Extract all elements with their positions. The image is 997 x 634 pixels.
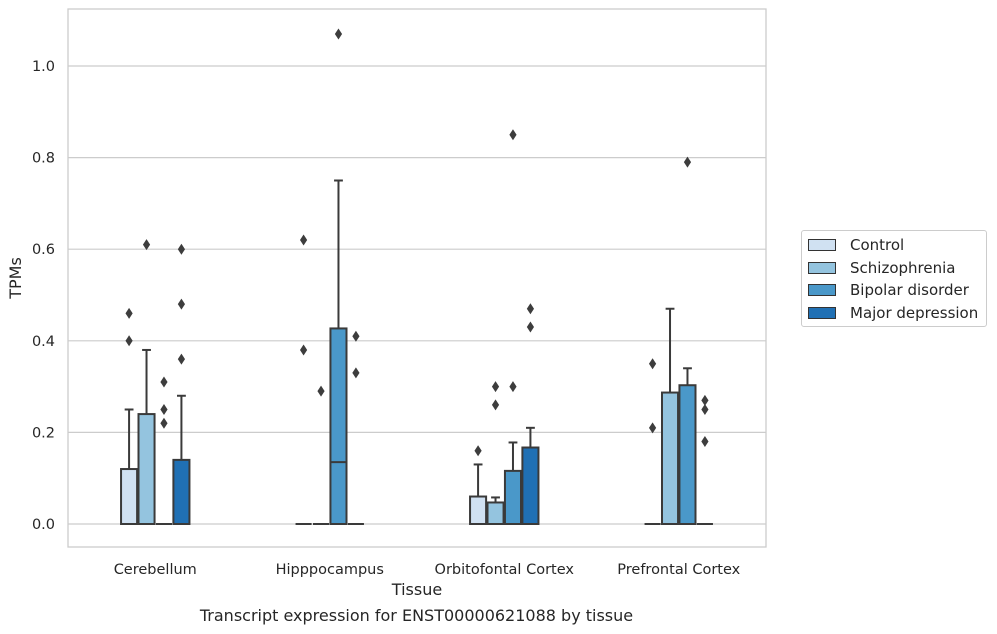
legend-label-bipolar-disorder: Bipolar disorder [850, 281, 969, 299]
outlier-point [509, 381, 517, 393]
box [503, 469, 523, 526]
legend-label-schizophrenia: Schizophrenia [850, 258, 956, 277]
box [120, 468, 139, 526]
outlier-point [474, 445, 482, 457]
outlier-point [648, 422, 657, 434]
outlier-point [177, 353, 186, 365]
box-schizophrenia [312, 385, 330, 525]
legend-item-schizophrenia: Schizophrenia [808, 258, 955, 278]
box-schizophrenia [137, 239, 156, 525]
legend-swatch-control [808, 239, 836, 251]
box-control [644, 358, 661, 525]
outlier-point [526, 303, 535, 315]
legend-item-control: Control [808, 235, 904, 255]
outlier-point [352, 367, 360, 379]
y-tick-label: 0.4 [32, 334, 55, 350]
outlier-point [509, 129, 517, 141]
box-bipolar-disorder [155, 376, 173, 525]
outlier-point [177, 243, 186, 255]
box [486, 501, 505, 525]
box [137, 413, 156, 525]
y-tick-label: 0.2 [32, 425, 55, 441]
outlier-point [334, 28, 343, 40]
outlier-point [526, 321, 535, 333]
outlier-point [160, 404, 168, 415]
box [678, 384, 697, 526]
outlier-point [648, 358, 657, 370]
y-tick-label: 0.6 [32, 242, 55, 258]
outlier-point [352, 330, 360, 342]
box-bipolar-disorder [329, 28, 348, 525]
chart-caption: Transcript expression for ENST0000062108… [199, 606, 634, 625]
box-schizophrenia [660, 307, 680, 525]
box [469, 495, 488, 525]
legend-swatch-major-depression [808, 306, 836, 319]
outlier-point [701, 436, 709, 448]
legend-swatch-bipolar-disorder [808, 284, 836, 296]
legend-label-major-depression: Major depression [850, 303, 979, 322]
y-tick-labels: 0.0 0.2 0.4 0.6 0.8 1.0 [32, 59, 55, 533]
box-major-depression [172, 243, 191, 526]
y-tick-label: 0.8 [32, 151, 55, 167]
plot-area [67, 8, 767, 548]
box-bipolar-disorder [503, 129, 523, 526]
boxes [120, 28, 713, 526]
box-control [120, 307, 139, 526]
outlier-point [491, 381, 500, 393]
x-tick-label: Orbitofontal Cortex [435, 562, 575, 578]
y-axis-label: TPMs [6, 257, 25, 300]
outlier-point [160, 417, 168, 429]
outlier-point [125, 335, 133, 347]
box-major-depression [696, 394, 713, 525]
legend-swatch-schizophrenia [808, 261, 836, 274]
box [521, 446, 540, 526]
x-tick-label: Hipppocampus [276, 562, 384, 578]
box-control [295, 234, 312, 525]
box-control [469, 445, 488, 525]
outlier-point [177, 298, 186, 310]
outlier-point [125, 307, 133, 319]
box-schizophrenia [486, 381, 505, 525]
chart-legend: Control Schizophrenia Bipolar disorder M… [801, 230, 987, 327]
outlier-point [491, 399, 500, 411]
box [660, 391, 680, 525]
x-tick-label: Cerebellum [114, 562, 197, 578]
outlier-point [701, 394, 709, 406]
outlier-point [299, 344, 308, 356]
x-tick-labels: Cerebellum Hipppocampus Orbitofontal Corte… [114, 562, 741, 578]
outlier-point [142, 239, 151, 251]
legend-item-major-depression: Major depression [808, 303, 978, 323]
outlier-point [160, 376, 168, 388]
outlier-point [701, 404, 709, 415]
outlier-point [317, 385, 325, 397]
legend-item-bipolar-disorder: Bipolar disorder [808, 280, 969, 300]
box [172, 458, 191, 526]
box-major-depression [347, 330, 364, 525]
y-tick-label: 1.0 [32, 59, 55, 75]
box-bipolar-disorder [678, 156, 697, 526]
y-tick-label: 0.0 [32, 517, 55, 533]
outlier-point [299, 234, 308, 246]
outlier-point [683, 156, 692, 168]
box [329, 327, 348, 525]
x-tick-label: Prefrontal Cortex [617, 562, 740, 578]
legend-label-control: Control [850, 236, 905, 254]
box-major-depression [521, 303, 540, 526]
x-axis-label: Tissue [391, 580, 442, 599]
